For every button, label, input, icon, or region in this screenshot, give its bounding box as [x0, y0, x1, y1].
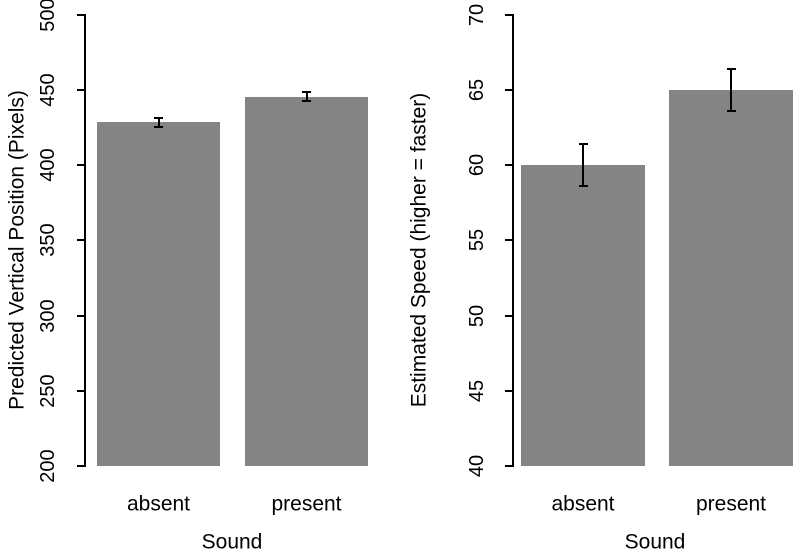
y-tick-label: 40	[466, 454, 488, 478]
y-tick-label: 200	[37, 449, 59, 483]
y-tick-label: 350	[37, 223, 59, 257]
error-bar-line	[157, 117, 160, 127]
y-tick-label: 65	[466, 78, 488, 101]
error-bar-cap-top	[154, 116, 163, 119]
y-axis-title: Estimated Speed (higher = faster)	[407, 92, 431, 408]
y-tick-label: 50	[466, 304, 488, 327]
y-axis-tick	[505, 314, 512, 317]
y-tick-label: 70	[466, 3, 488, 26]
y-axis-tick	[77, 239, 84, 242]
error-bar-cap-top	[578, 142, 588, 145]
y-tick-label: 450	[37, 73, 59, 107]
y-axis-tick	[77, 88, 84, 91]
y-axis-tick	[77, 164, 84, 166]
y-tick-label: 400	[37, 148, 59, 182]
y-tick-label: 60	[466, 153, 488, 177]
y-tick-label: 300	[37, 298, 59, 333]
error-bar-cap-top	[302, 91, 311, 93]
bar-absent	[97, 122, 220, 466]
y-axis-tick	[505, 13, 512, 16]
x-axis-title: Sound	[201, 530, 263, 554]
y-axis-tick	[505, 465, 512, 467]
category-label-present: present	[271, 492, 342, 516]
error-bar-cap-bottom	[578, 185, 588, 188]
y-axis-line	[84, 13, 86, 467]
y-axis-tick	[77, 13, 84, 16]
y-tick-label: 500	[37, 0, 59, 32]
y-axis-tick	[77, 389, 84, 392]
error-bar-cap-top	[726, 67, 736, 70]
y-axis-tick	[77, 465, 84, 467]
y-axis-tick	[505, 164, 512, 166]
category-label-absent: absent	[551, 492, 615, 516]
error-bar-line	[582, 143, 584, 187]
y-tick-label: 45	[466, 379, 488, 402]
category-label-present: present	[695, 492, 767, 516]
error-bar-line	[730, 68, 732, 111]
error-bar-cap-bottom	[302, 100, 311, 103]
error-bar-cap-bottom	[154, 125, 163, 128]
y-axis-line	[512, 13, 514, 467]
bar-present	[245, 96, 368, 466]
y-axis-tick	[77, 314, 84, 317]
bar-present	[669, 89, 793, 466]
y-axis-title: Predicted Vertical Position (Pixels)	[5, 90, 29, 410]
y-tick-label: 250	[37, 374, 59, 408]
bar-absent	[521, 165, 645, 466]
x-axis-title: Sound	[624, 530, 686, 554]
category-label-absent: absent	[126, 492, 191, 516]
y-axis-tick	[505, 389, 512, 392]
y-tick-label: 55	[466, 229, 488, 252]
y-axis-tick	[505, 239, 512, 242]
error-bar-line	[305, 92, 308, 102]
y-axis-tick	[505, 88, 512, 91]
error-bar-cap-bottom	[726, 109, 736, 112]
